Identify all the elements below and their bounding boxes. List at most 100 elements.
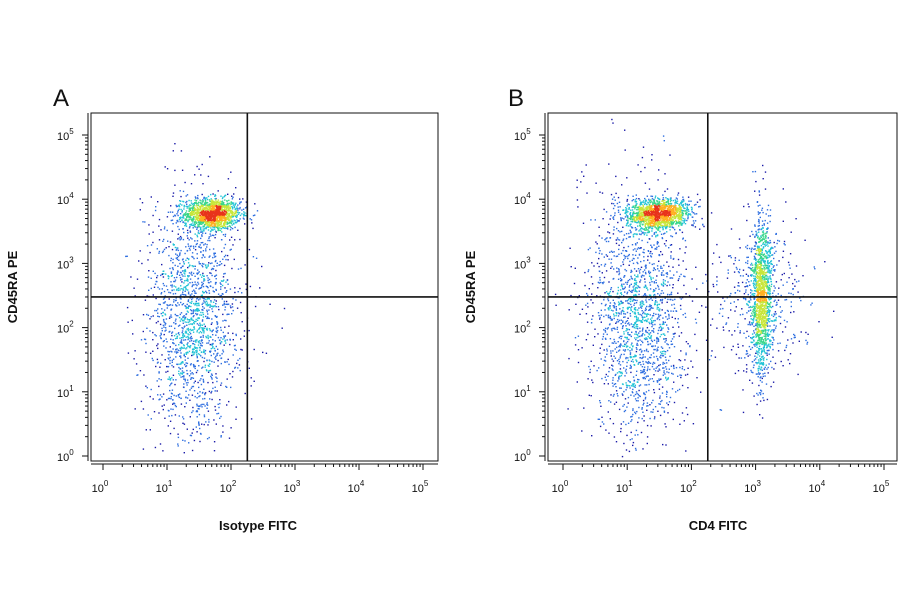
event-dot <box>604 337 607 340</box>
event-dot <box>183 316 185 318</box>
event-dot <box>652 314 655 317</box>
event-dot <box>648 227 650 229</box>
event-dot <box>619 277 622 280</box>
event-dot <box>184 331 187 333</box>
event-dot <box>216 206 218 208</box>
event-dot <box>643 350 646 352</box>
event-dot <box>659 230 661 233</box>
event-dot <box>672 364 675 367</box>
event-dot <box>653 220 656 222</box>
event-dot <box>181 219 183 221</box>
event-dot <box>669 200 672 202</box>
event-dot <box>202 351 205 354</box>
event-dot <box>182 215 184 217</box>
event-dot <box>219 264 221 266</box>
event-dot <box>196 331 198 333</box>
y-tick-label: 103 <box>57 255 74 271</box>
event-dot <box>204 227 207 229</box>
event-dot <box>194 215 196 217</box>
event-dot <box>196 218 198 220</box>
event-dot <box>219 227 221 229</box>
event-dot <box>688 295 691 297</box>
event-dot <box>196 329 199 332</box>
event-dot <box>196 228 198 230</box>
event-dot <box>207 212 209 215</box>
event-dot <box>207 286 209 289</box>
event-dot <box>650 205 652 208</box>
event-dot <box>639 218 641 220</box>
event-dot <box>166 399 168 401</box>
event-dot <box>622 326 624 328</box>
event-dot <box>188 305 190 307</box>
event-dot <box>680 221 682 223</box>
event-dot <box>666 222 669 224</box>
event-dot <box>191 265 193 267</box>
event-dot <box>640 372 642 374</box>
event-dot <box>200 226 202 228</box>
event-dot <box>197 353 200 355</box>
event-dot <box>166 304 168 306</box>
event-dot <box>656 265 659 267</box>
event-dot <box>170 383 172 385</box>
event-dot <box>666 371 668 373</box>
event-dot <box>140 400 143 403</box>
event-dot <box>663 205 665 208</box>
event-dot <box>695 213 698 215</box>
event-dot <box>157 315 159 317</box>
event-dot <box>669 198 671 201</box>
event-dot <box>190 204 192 207</box>
event-dot <box>681 201 684 203</box>
event-dot <box>241 292 243 294</box>
event-dot <box>212 218 214 220</box>
event-dot <box>613 268 615 270</box>
event-dot <box>200 209 203 211</box>
event-dot <box>662 200 664 202</box>
event-dot <box>179 253 181 255</box>
event-dot <box>171 211 174 213</box>
event-dot <box>666 205 669 207</box>
event-dot <box>179 349 181 352</box>
event-dot <box>630 371 632 374</box>
event-dot <box>170 314 172 316</box>
event-dot <box>657 340 660 342</box>
event-dot <box>196 304 198 307</box>
event-dot <box>235 209 237 212</box>
event-dot <box>199 202 201 204</box>
event-dot <box>651 325 653 328</box>
event-dot <box>658 378 660 380</box>
event-dot <box>191 274 193 276</box>
event-dot <box>626 210 628 212</box>
event-dot <box>223 335 225 337</box>
event-dot <box>180 279 182 281</box>
event-dot <box>210 224 212 227</box>
event-dot <box>652 215 654 217</box>
event-dot <box>678 203 680 205</box>
event-dot <box>647 228 649 231</box>
event-dot <box>213 214 215 217</box>
event-dot <box>201 163 203 166</box>
event-dot <box>198 413 201 416</box>
event-dot <box>658 223 660 225</box>
event-dot <box>224 227 227 229</box>
event-dot <box>157 308 159 310</box>
event-dot <box>226 209 229 212</box>
event-dot <box>212 256 214 259</box>
event-dot <box>603 349 605 351</box>
event-dot <box>612 395 615 397</box>
event-dot <box>199 215 201 217</box>
event-dot <box>189 264 191 266</box>
event-dot <box>184 213 187 215</box>
event-dot <box>616 393 618 395</box>
event-dot <box>657 209 659 212</box>
event-dot <box>625 336 627 339</box>
event-dot <box>205 204 207 207</box>
event-dot <box>665 218 668 220</box>
event-dot <box>666 211 668 213</box>
event-dot <box>198 424 200 426</box>
event-dot <box>214 218 216 220</box>
event-dot <box>675 197 678 199</box>
event-dot <box>222 331 224 334</box>
event-dot <box>235 334 237 337</box>
event-dot <box>636 348 638 350</box>
event-dot <box>679 211 682 213</box>
